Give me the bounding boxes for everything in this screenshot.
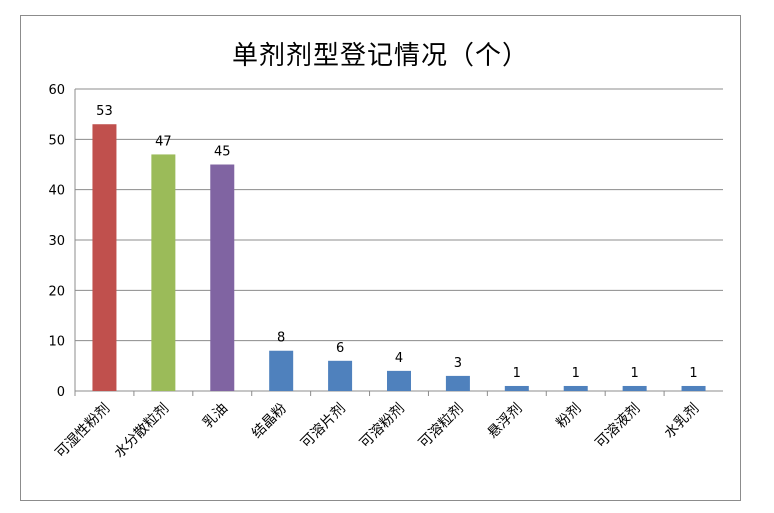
chart-frame: 单剂剂型登记情况（个） 0 10 20 30 40 50 60 53 可湿性粉剂 47 水分散粒剂 4… — [20, 15, 741, 501]
bar — [269, 350, 294, 391]
y-tick-label: 20 — [48, 284, 65, 299]
data-label: 47 — [155, 134, 172, 149]
bar — [151, 154, 176, 391]
y-tick-label: 30 — [48, 234, 65, 249]
chart-title: 单剂剂型登记情况（个） — [231, 41, 529, 71]
bar — [445, 375, 470, 391]
data-label: 1 — [572, 366, 580, 381]
y-tick-label: 50 — [48, 133, 65, 148]
data-label: 53 — [96, 104, 113, 119]
category-label: 乳油 — [200, 401, 231, 432]
category-label: 可溶片剂 — [298, 401, 349, 452]
bar — [328, 360, 353, 391]
data-label: 4 — [395, 351, 403, 366]
bar — [681, 385, 706, 391]
category-label: 水分散粒剂 — [111, 401, 172, 462]
category-label: 可溶粒剂 — [416, 401, 467, 452]
bar-chart: 0 10 20 30 40 50 60 53 可湿性粉剂 47 水分散粒剂 45 乳油 8 结晶粉 6 可溶片剂… — [48, 83, 723, 462]
category-label: 可溶粉剂 — [357, 401, 408, 452]
category-label: 可溶液剂 — [593, 401, 644, 452]
category-label: 结晶粉 — [249, 401, 290, 442]
y-tick-label: 0 — [57, 385, 65, 400]
data-label: 1 — [689, 366, 697, 381]
data-label: 3 — [454, 356, 462, 371]
data-label: 45 — [214, 145, 231, 160]
category-label: 粉剂 — [553, 401, 584, 432]
data-label: 6 — [336, 341, 344, 356]
data-label: 1 — [630, 366, 638, 381]
bar — [92, 124, 117, 391]
category-label: 悬浮剂 — [485, 401, 526, 442]
bar — [504, 385, 529, 391]
bar — [622, 385, 647, 391]
bar — [210, 164, 235, 391]
bar — [563, 385, 588, 391]
y-tick-label: 60 — [48, 83, 65, 98]
category-label: 可湿性粉剂 — [52, 401, 113, 462]
data-label: 1 — [513, 366, 521, 381]
y-tick-label: 10 — [48, 335, 65, 350]
bar — [387, 370, 411, 391]
category-label: 水乳剂 — [661, 401, 702, 442]
y-tick-label: 40 — [48, 184, 65, 199]
data-label: 8 — [277, 331, 285, 346]
